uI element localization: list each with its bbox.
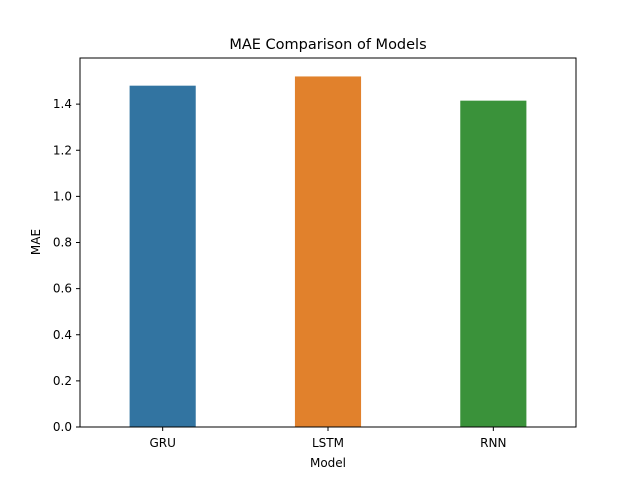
y-tick-label: 0.4 — [53, 328, 72, 342]
y-tick-label: 0.2 — [53, 374, 72, 388]
y-axis: 0.0 0.2 0.4 0.6 0.8 1.0 1.2 1.4 — [53, 97, 80, 434]
x-tick-label: LSTM — [312, 436, 344, 450]
x-tick-label: RNN — [480, 436, 506, 450]
y-tick-label: 1.0 — [53, 189, 72, 203]
bar-rnn — [460, 100, 527, 428]
y-axis-label: MAE — [29, 229, 43, 255]
plot-frame — [79, 57, 577, 428]
y-tick-label: 1.2 — [53, 143, 72, 157]
bar-gru — [129, 85, 196, 428]
chart-title: MAE Comparison of Models — [229, 37, 426, 53]
x-tick-label: GRU — [149, 436, 175, 450]
y-tick-label: 0.0 — [53, 420, 72, 434]
bars-group — [129, 76, 527, 428]
y-tick-label: 0.8 — [53, 236, 72, 250]
y-tick-label: 0.6 — [53, 282, 72, 296]
y-tick-label: 1.4 — [53, 97, 72, 111]
x-axis-label: Model — [310, 456, 346, 470]
x-axis: GRU LSTM RNN — [149, 427, 506, 450]
bar-lstm — [294, 76, 362, 427]
